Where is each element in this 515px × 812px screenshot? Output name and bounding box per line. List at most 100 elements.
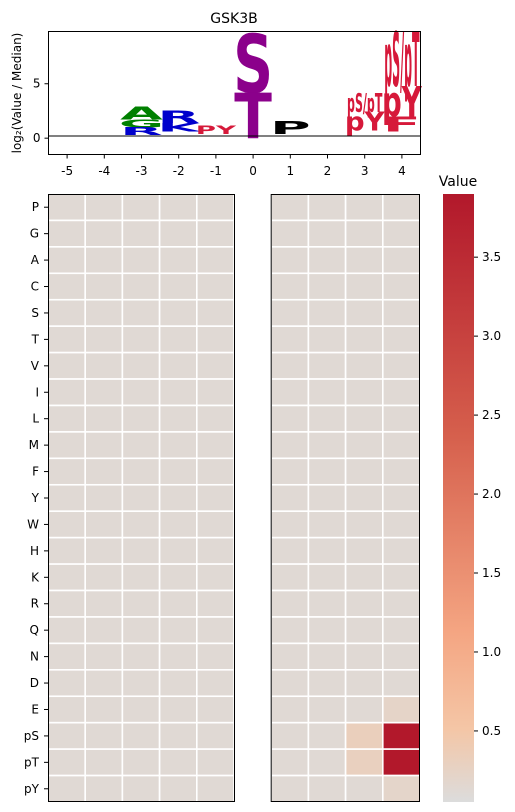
heatmap-cell bbox=[381, 616, 421, 645]
heatmap-cell bbox=[47, 616, 87, 645]
heatmap-cell bbox=[270, 563, 310, 592]
logo-letter: F bbox=[383, 112, 421, 137]
heatmap-cell bbox=[158, 748, 198, 777]
heatmap-cell bbox=[84, 589, 124, 618]
heatmap-cell bbox=[270, 748, 310, 777]
heatmap-cell bbox=[121, 378, 161, 407]
heatmap-cell bbox=[158, 219, 198, 248]
heatmap-row-label: S bbox=[31, 306, 39, 320]
heatmap-cell bbox=[307, 272, 347, 301]
heatmap-cell bbox=[381, 298, 421, 327]
heatmap-cell bbox=[307, 404, 347, 433]
heatmap-row-label: P bbox=[32, 200, 39, 214]
heatmap-cell bbox=[84, 721, 124, 750]
heatmap-cell bbox=[344, 669, 384, 698]
heatmap-cell bbox=[196, 721, 235, 750]
heatmap-cell bbox=[121, 774, 161, 803]
heatmap-row-label: M bbox=[29, 438, 39, 452]
heatmap-cell bbox=[270, 510, 310, 539]
heatmap-cell bbox=[158, 404, 198, 433]
heatmap-cell bbox=[121, 642, 161, 671]
heatmap-cell bbox=[84, 616, 124, 645]
heatmap-cell bbox=[196, 219, 235, 248]
heatmap-cell bbox=[121, 193, 161, 222]
heatmap-cell bbox=[47, 404, 87, 433]
heatmap-row-label: Y bbox=[31, 491, 40, 505]
heatmap-cell bbox=[84, 748, 124, 777]
heatmap-cell bbox=[158, 669, 198, 698]
heatmap-cell bbox=[84, 431, 124, 460]
heatmap-cell bbox=[196, 536, 235, 565]
heatmap-cell bbox=[307, 748, 347, 777]
heatmap-cell bbox=[84, 774, 124, 803]
heatmap-cell bbox=[344, 298, 384, 327]
heatmap-cell bbox=[84, 457, 124, 486]
heatmap-row-label: G bbox=[30, 227, 39, 241]
heatmap-cell bbox=[381, 272, 421, 301]
heatmap-cell bbox=[307, 483, 347, 513]
heatmap-cell bbox=[307, 669, 347, 698]
heatmap-cell bbox=[381, 774, 421, 803]
heatmap-cell bbox=[344, 695, 384, 724]
heatmap-cell bbox=[121, 272, 161, 301]
heatmap-cell bbox=[196, 193, 235, 222]
heatmap-cell bbox=[84, 219, 124, 248]
logo-x-tick-label: -4 bbox=[98, 164, 110, 178]
heatmap-cell bbox=[381, 589, 421, 618]
heatmap-cell bbox=[158, 536, 198, 565]
heatmap-cell bbox=[381, 748, 421, 777]
heatmap-cell bbox=[47, 563, 87, 592]
heatmap-cell bbox=[47, 642, 87, 671]
heatmap-cell bbox=[270, 589, 310, 618]
heatmap-cell bbox=[344, 536, 384, 565]
heatmap-cell bbox=[47, 589, 87, 618]
heatmap-cell bbox=[196, 378, 235, 407]
colorbar-tick-label: 2.0 bbox=[482, 487, 501, 501]
heatmap-cell bbox=[381, 669, 421, 698]
heatmap-cell bbox=[344, 193, 384, 222]
heatmap-cell bbox=[121, 404, 161, 433]
heatmap-cell bbox=[196, 695, 235, 724]
logo-frame bbox=[48, 31, 421, 155]
heatmap-row-label: R bbox=[31, 597, 39, 611]
heatmap-cell bbox=[158, 457, 198, 486]
heatmap-cell bbox=[158, 483, 198, 513]
heatmap-cell bbox=[270, 272, 310, 301]
heatmap-cell bbox=[307, 721, 347, 750]
heatmap-cell bbox=[270, 457, 310, 486]
heatmap-cell bbox=[307, 774, 347, 803]
heatmap-cell bbox=[158, 246, 198, 275]
heatmap-cell bbox=[270, 669, 310, 698]
heatmap-cell bbox=[47, 272, 87, 301]
heatmap-cell bbox=[307, 325, 347, 354]
heatmap-cell bbox=[381, 404, 421, 433]
colorbar-tick-label: 3.0 bbox=[482, 329, 501, 343]
logo-letter: T bbox=[234, 80, 272, 153]
heatmap-cell bbox=[121, 695, 161, 724]
logo-x-tick-label: 4 bbox=[398, 164, 406, 178]
heatmap-cell bbox=[307, 563, 347, 592]
heatmap-cell bbox=[47, 695, 87, 724]
logo-letter: G bbox=[119, 118, 164, 130]
heatmap-cell bbox=[158, 616, 198, 645]
heatmap-cell bbox=[381, 431, 421, 460]
heatmap-cell bbox=[47, 721, 87, 750]
heatmap-cell bbox=[381, 721, 421, 750]
heatmap-frame bbox=[48, 194, 421, 802]
heatmap-cell bbox=[196, 669, 235, 698]
heatmap-cell bbox=[196, 404, 235, 433]
heatmap-cell bbox=[47, 536, 87, 565]
heatmap-cell bbox=[307, 642, 347, 671]
heatmap-cell bbox=[344, 378, 384, 407]
heatmap-cell bbox=[344, 616, 384, 645]
heatmap-row-label: V bbox=[31, 359, 40, 373]
heatmap-cell bbox=[84, 669, 124, 698]
colorbar-tick-label: 1.0 bbox=[482, 645, 501, 659]
heatmap-cell bbox=[270, 298, 310, 327]
heatmap-cell bbox=[121, 510, 161, 539]
heatmap-cell bbox=[121, 748, 161, 777]
heatmap-cell bbox=[47, 298, 87, 327]
logo-letter: pY bbox=[345, 108, 386, 138]
